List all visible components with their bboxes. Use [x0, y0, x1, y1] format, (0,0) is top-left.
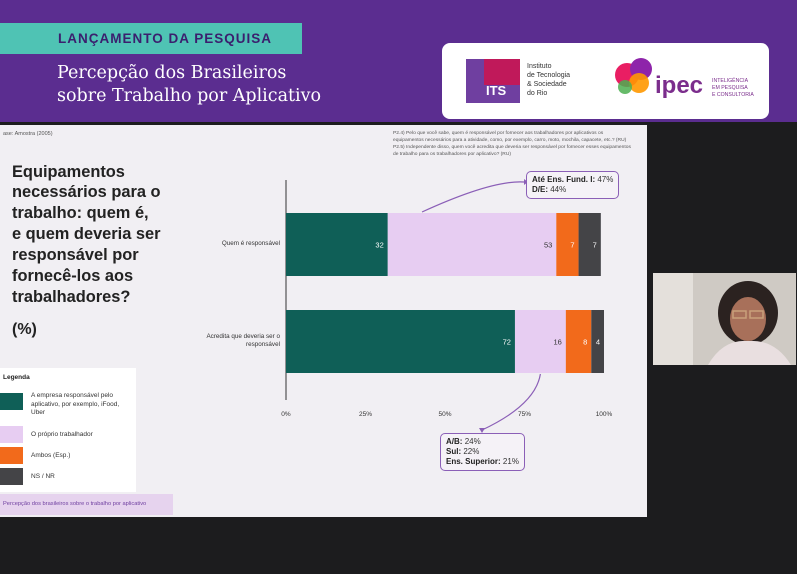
footer-bar [0, 494, 173, 515]
x-tick-label: 100% [596, 411, 613, 418]
data-label: 7 [593, 241, 597, 250]
slide-title-line-5: responsável por [12, 246, 139, 264]
slide-title-line-2: necessários para o [12, 183, 161, 201]
tagline: LANÇAMENTO DA PESQUISA [58, 31, 273, 46]
data-label: 32 [375, 241, 383, 250]
unit-label: (%) [12, 321, 37, 338]
its-line-2: de Tecnologia [527, 72, 571, 79]
legend-swatch-nsnr [0, 468, 23, 485]
category-label-1: Acredita que deveria ser o responsável [206, 333, 280, 348]
callout-bottom-row-0: A/B: 24% [446, 437, 481, 446]
callout-bottom-row-2: Ens. Superior: 21% [446, 457, 519, 466]
callout-bottom-connector [481, 373, 541, 431]
legend-swatch-both [0, 447, 23, 464]
x-tick-label: 50% [438, 411, 451, 418]
data-label: 16 [553, 338, 561, 347]
bar-segment [591, 310, 604, 373]
legend-label-nsnr: NS / NR [31, 473, 55, 480]
legend-swatch-worker [0, 426, 23, 443]
ipec-line-3: E CONSULTORIA [712, 92, 754, 98]
slide-title-line-3: trabalho: quem é, [12, 204, 149, 222]
x-tick-label: 75% [518, 411, 531, 418]
question-note-4: de trabalho para os trabalhadores por ap… [393, 152, 511, 157]
its-line-3: & Sociedade [527, 81, 567, 88]
data-label: 53 [544, 241, 552, 250]
slide-title-line-7: trabalhadores? [12, 288, 131, 306]
data-label: 8 [583, 338, 587, 347]
x-tick-label: 0% [281, 411, 291, 418]
question-note-2: equipamentos necessários para a atividad… [393, 138, 627, 143]
ipec-logo-text: ipec [655, 72, 704, 99]
bar-segment [556, 213, 579, 276]
slide-title-line-6: fornecê-los aos [12, 267, 134, 285]
callout-bottom: A/B: 24% Sul: 22% Ens. Superior: 21% [440, 433, 525, 471]
bar-segment [578, 213, 601, 276]
presenter-video-frame [653, 273, 796, 365]
legend-label-worker: O próprio trabalhador [31, 431, 93, 438]
bar-segment [286, 213, 388, 276]
callout-bottom-arrowhead [479, 428, 485, 433]
question-note-3: P2.5) Independente disso, quem você acre… [393, 145, 631, 150]
bar-segment [387, 213, 557, 276]
banner-title-line1: Percepção dos Brasileiros [57, 63, 287, 83]
callout-top-row-1: D/E: 44% [532, 185, 567, 194]
callout-top: Até Ens. Fund. I: 47% D/E: 44% [526, 171, 620, 199]
legend-swatch-company [0, 393, 23, 410]
footer-text: Percepção dos brasileiros sobre o trabal… [3, 501, 147, 507]
its-logo-text: ITS [486, 83, 507, 98]
ipec-line-1: INTELIGÊNCIA [712, 78, 749, 84]
its-line-1: Instituto [527, 63, 552, 70]
webcam-video [653, 273, 796, 365]
bar-segment [565, 310, 592, 373]
ipec-line-2: EM PESQUISA [712, 85, 748, 91]
callout-top-row-0: Até Ens. Fund. I: 47% [532, 175, 614, 184]
legend-title: Legenda [3, 374, 30, 381]
data-label: 72 [503, 338, 511, 347]
callout-bottom-row-1: Sul: 22% [446, 447, 480, 456]
ipec-logo-icon [615, 58, 652, 94]
bar-segment [286, 310, 515, 373]
its-line-4: do Rio [527, 90, 548, 97]
question-note-1: P2.4) Pelo que você sabe, quem é respons… [393, 131, 604, 136]
category-label-0: Quem é responsável [221, 240, 280, 247]
data-label: 7 [570, 241, 574, 250]
its-logo-accent [484, 59, 520, 85]
x-tick-label: 25% [359, 411, 372, 418]
bar-segment [514, 310, 566, 373]
source-note: ase: Amostra (2005) [3, 131, 53, 137]
slide-title-line-4: e quem deveria ser [12, 225, 161, 243]
callout-top-connector [421, 181, 525, 213]
data-label: 4 [596, 338, 600, 347]
banner-title-line2: sobre Trabalho por Aplicativo [57, 86, 322, 106]
tagline-box [0, 23, 302, 54]
legend-label-company: A empresa responsável pelo aplicativo, p… [31, 392, 120, 416]
legend-label-both: Ambos (Esp.) [31, 452, 71, 459]
slide-title-line-1: Equipamentos [12, 163, 125, 181]
